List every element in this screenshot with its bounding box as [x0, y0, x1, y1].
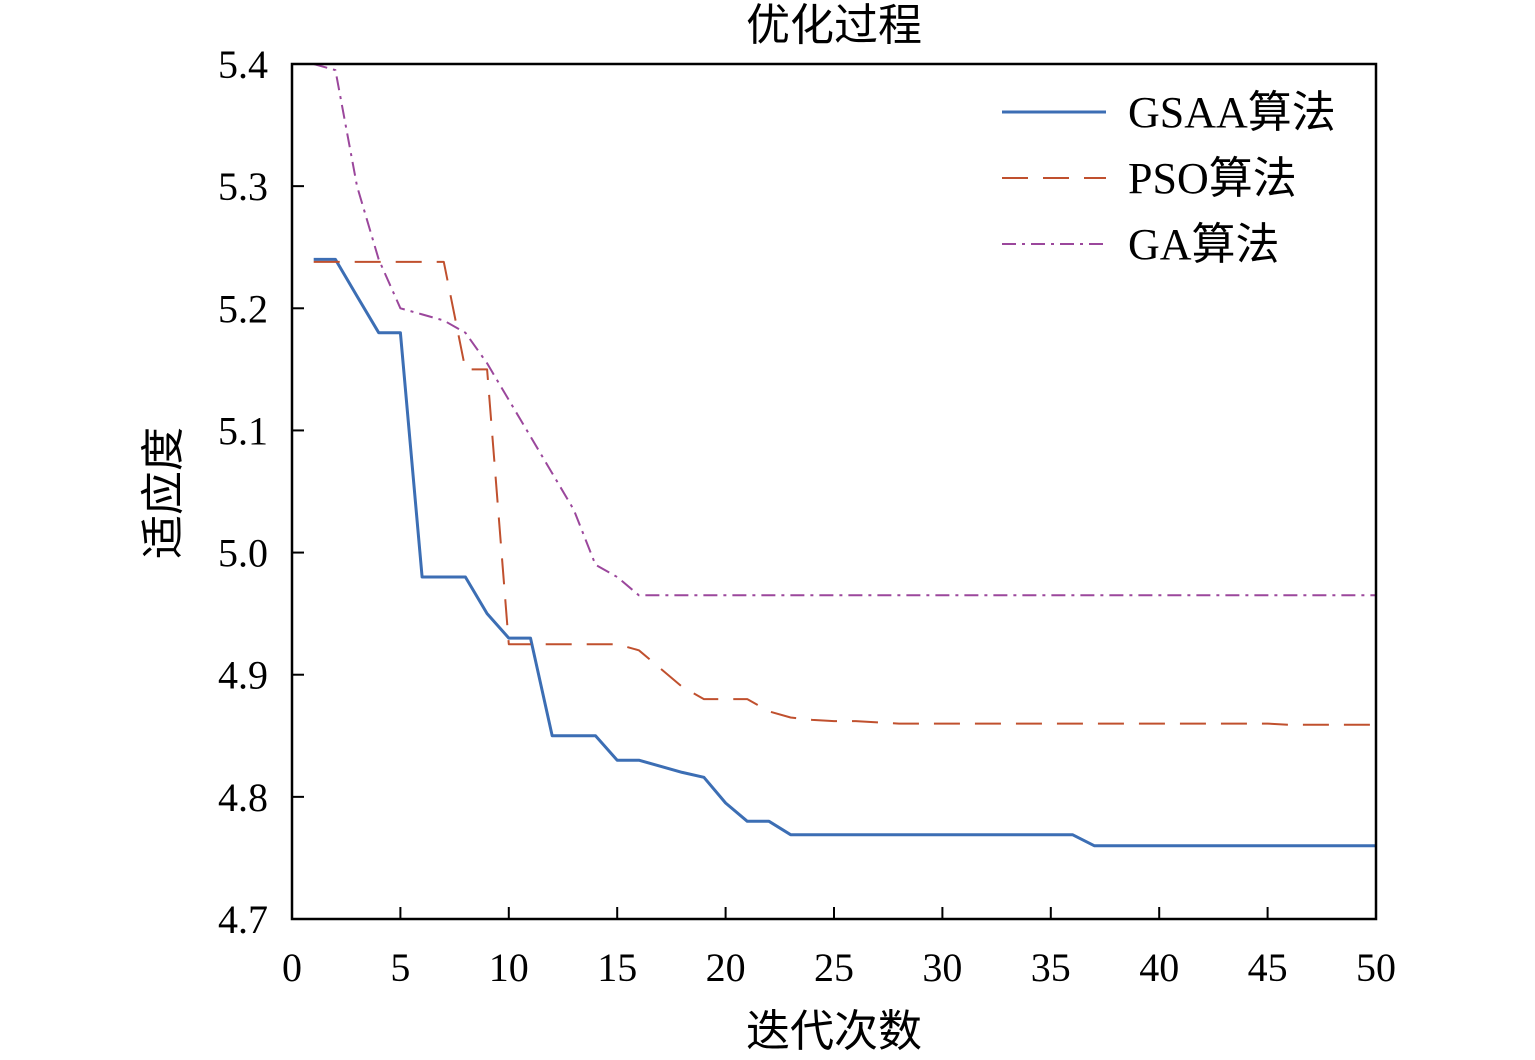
x-tick-label: 0 [282, 945, 302, 990]
series-lines [313, 63, 1376, 848]
series-line-2 [313, 260, 1376, 726]
x-tick-label: 20 [706, 945, 746, 990]
legend-label-3: GA算法 [1128, 220, 1280, 269]
legend: GSAA算法 PSO算法 GA算法 [1002, 88, 1336, 269]
legend-label-2: PSO算法 [1128, 154, 1297, 203]
series-line-3 [313, 63, 1376, 597]
y-tick-label: 5.2 [218, 286, 268, 331]
y-tick-label: 4.7 [218, 897, 268, 942]
axes: 0 5 10 15 20 25 30 35 40 45 50 4.7 4.8 4.9 5.0 5.1 5.2 5.… [218, 42, 1396, 990]
y-tick-label: 4.8 [218, 775, 268, 820]
x-tick-label: 30 [922, 945, 962, 990]
y-tick-label: 4.9 [218, 653, 268, 698]
series-line-1 [313, 257, 1376, 848]
x-tick-label: 45 [1248, 945, 1288, 990]
x-tick-label: 40 [1139, 945, 1179, 990]
y-tick-label: 5.0 [218, 531, 268, 576]
x-tick-label: 15 [597, 945, 637, 990]
y-axis-title: 适应度 [139, 427, 188, 559]
x-tick-label: 25 [814, 945, 854, 990]
y-tick-label: 5.1 [218, 408, 268, 453]
x-tick-label: 10 [489, 945, 529, 990]
chart-title: 优化过程 [746, 1, 922, 50]
y-tick-label: 5.4 [218, 42, 268, 87]
x-tick-label: 5 [390, 945, 410, 990]
legend-label-1: GSAA算法 [1128, 88, 1336, 137]
x-tick-label: 35 [1031, 945, 1071, 990]
y-tick-label: 5.3 [218, 164, 268, 209]
x-axis-title: 迭代次数 [746, 1007, 922, 1056]
x-tick-label: 50 [1356, 945, 1396, 990]
